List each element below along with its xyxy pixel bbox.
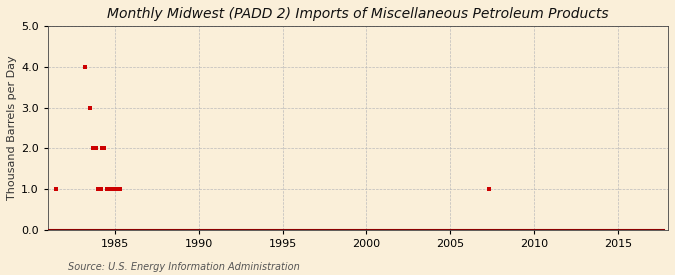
Title: Monthly Midwest (PADD 2) Imports of Miscellaneous Petroleum Products: Monthly Midwest (PADD 2) Imports of Misc… — [107, 7, 609, 21]
Point — [99, 146, 109, 151]
Point — [84, 106, 95, 110]
Point — [109, 187, 120, 191]
Point — [113, 187, 124, 191]
Point — [88, 146, 99, 151]
Point — [106, 187, 117, 191]
Y-axis label: Thousand Barrels per Day: Thousand Barrels per Day — [7, 56, 17, 200]
Point — [108, 187, 119, 191]
Point — [483, 187, 494, 191]
Point — [115, 187, 126, 191]
Text: Source: U.S. Energy Information Administration: Source: U.S. Energy Information Administ… — [68, 262, 299, 272]
Point — [101, 187, 112, 191]
Point — [92, 187, 103, 191]
Point — [105, 187, 115, 191]
Point — [91, 146, 102, 151]
Point — [111, 187, 122, 191]
Point — [80, 65, 90, 69]
Point — [51, 187, 61, 191]
Point — [103, 187, 113, 191]
Point — [95, 187, 106, 191]
Point — [96, 146, 107, 151]
